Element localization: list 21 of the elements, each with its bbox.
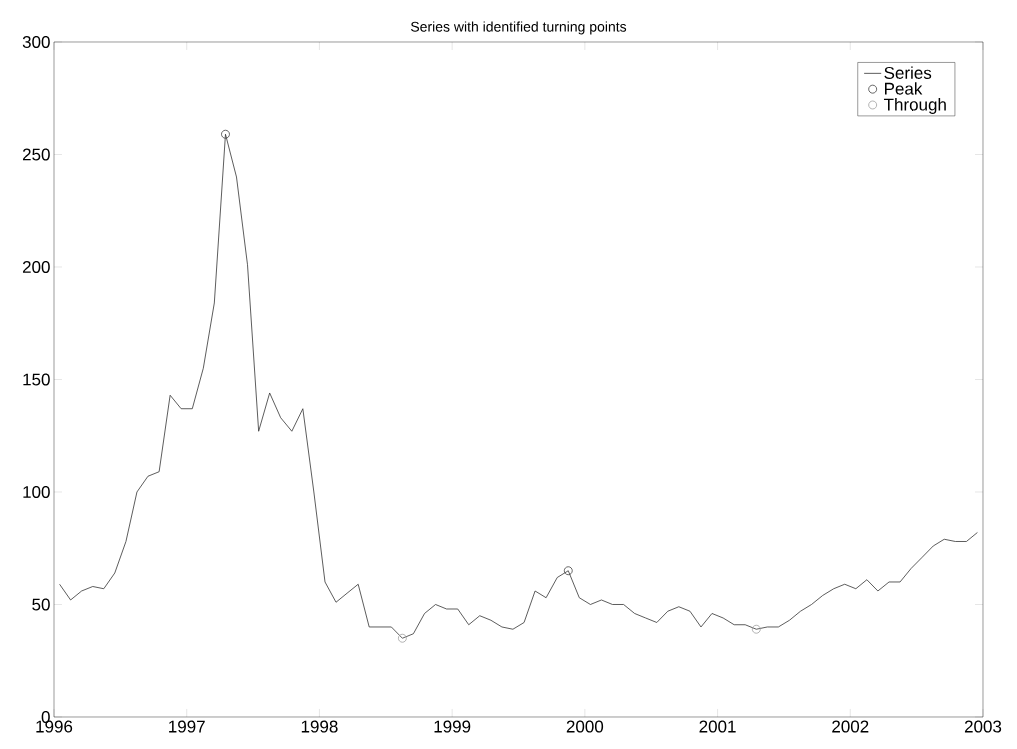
y-tick-label: 300 [22, 35, 50, 49]
point [751, 624, 761, 634]
y-tick-label: 50 [32, 598, 50, 611]
x-tick-label: 1998 [301, 720, 338, 733]
point [397, 633, 407, 643]
y-tick-label: 250 [22, 148, 50, 161]
legend-label: Series [884, 66, 932, 79]
x-tick-label: 1999 [434, 720, 471, 733]
x-tick-label: 2003 [964, 720, 1002, 733]
x-tick-label: 2002 [832, 720, 869, 733]
y-tick-label: 100 [23, 485, 50, 499]
y-tick-label: 200 [22, 260, 50, 274]
legend-label: Through [883, 98, 946, 114]
point [563, 566, 573, 576]
legend-label: Peak [885, 82, 923, 95]
x-tick-label: 2001 [699, 720, 736, 733]
x-tick-label: 2000 [566, 720, 604, 733]
point [221, 129, 230, 139]
chart-title: Series with identified turning points [410, 21, 627, 35]
y-tick-label: 150 [23, 373, 50, 386]
x-tick-label: 1997 [169, 720, 205, 733]
